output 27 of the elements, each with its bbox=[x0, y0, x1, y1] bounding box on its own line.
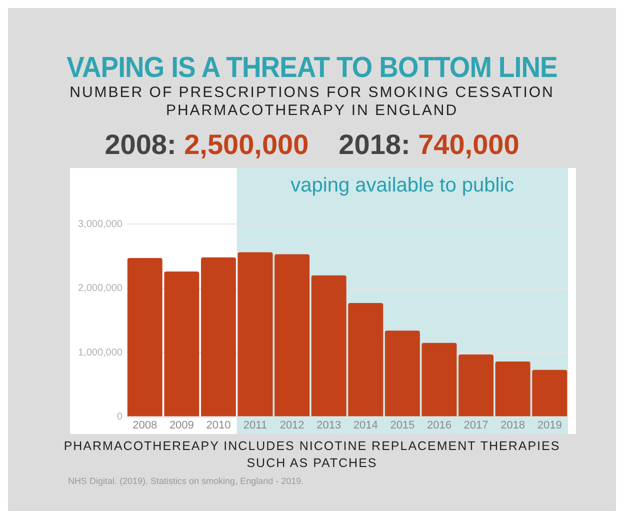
y-tick-label: 3,000,000 bbox=[78, 218, 123, 230]
band-label: vaping available to public bbox=[290, 174, 514, 197]
y-tick-label: 0 bbox=[116, 412, 123, 423]
x-tick-label: 2014 bbox=[353, 419, 378, 432]
chart-subtitle: NUMBER OF PRESCRIPTIONS FOR SMOKING CESSATION PHARMACOTHERAPY IN ENGLAND bbox=[68, 84, 556, 120]
text: 2008: 2,500,000 bbox=[104, 129, 309, 160]
x-tick-label: 2012 bbox=[280, 419, 304, 432]
x-tick-label: 2013 bbox=[316, 419, 342, 432]
x-tick-label: 2008 bbox=[132, 419, 158, 432]
x-tick-label: 2018 bbox=[500, 419, 526, 432]
x-tick-label: 2017 bbox=[464, 419, 488, 432]
text: 2018: 740,000 bbox=[338, 129, 520, 160]
x-tick-label: 2011 bbox=[243, 419, 268, 432]
x-tick-label: 2009 bbox=[169, 419, 194, 432]
text: PHARMACOTHEREAPY INCLUDES NICOTINE REPLACEMENT THERAPIES SUCH AS PATCHES bbox=[62, 438, 562, 472]
x-tick-label: 2019 bbox=[537, 419, 562, 432]
bar bbox=[200, 257, 236, 416]
y-tick-label: 2,000,000 bbox=[78, 283, 123, 294]
chart-title: VAPING IS A THREAT TO BOTTOM LINE bbox=[66, 52, 558, 84]
x-tick-label: 2010 bbox=[206, 419, 231, 432]
x-tick-label: 2016 bbox=[426, 419, 452, 432]
bar bbox=[458, 354, 494, 416]
y-tick-label: 1,000,000 bbox=[78, 347, 123, 358]
x-tick-label: 2015 bbox=[390, 419, 415, 432]
bar bbox=[274, 254, 310, 416]
bar bbox=[238, 252, 273, 416]
text: NHS Digital. (2019). Statistics on smoking, England - 2019. bbox=[68, 476, 305, 486]
